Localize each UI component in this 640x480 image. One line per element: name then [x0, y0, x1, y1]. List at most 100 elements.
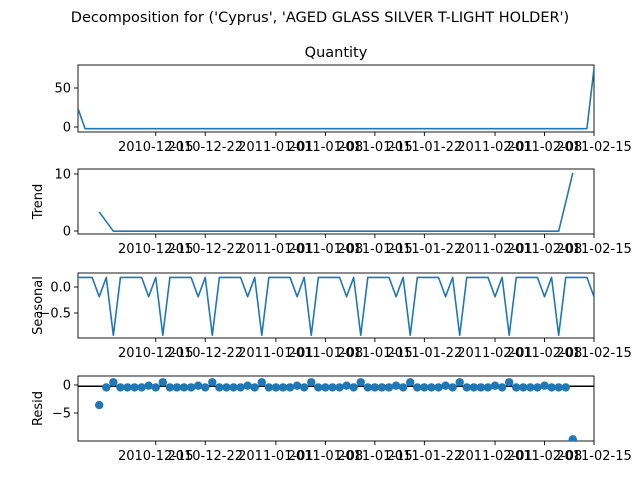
x-tick-label: 2011-01-22: [387, 140, 463, 155]
x-tick-label: 2011-02-15: [556, 242, 632, 257]
y-tick-label: 50: [54, 82, 71, 97]
axes-frame: [77, 375, 595, 442]
resid-point: [561, 383, 570, 392]
y-tick-label: 0: [63, 225, 71, 240]
resid-point: [172, 383, 182, 392]
axes-frame: [77, 168, 595, 235]
panel-trend: Trend0102010-12-152010-12-222011-01-0120…: [31, 168, 632, 258]
x-tick-label: 2011-01-22: [387, 242, 463, 257]
resid-point: [116, 383, 125, 392]
resid-point: [208, 378, 217, 387]
x-tick-label: 2010-12-15: [118, 140, 194, 155]
resid-point: [391, 381, 401, 390]
resid-point: [102, 383, 111, 392]
resid-point: [328, 383, 337, 392]
resid-point: [201, 383, 210, 392]
series-line-trend: [98, 172, 574, 232]
axes-frame: [77, 64, 595, 133]
resid-point: [109, 378, 118, 387]
resid-point: [533, 383, 542, 392]
resid-point: [137, 383, 146, 392]
y-axis-label: Seasonal: [31, 276, 46, 335]
x-tick-label: 2011-02-01: [457, 346, 533, 361]
resid-point: [243, 381, 252, 390]
resid-point: [398, 383, 408, 392]
resid-point: [349, 383, 358, 392]
resid-point: [540, 381, 549, 390]
resid-point: [123, 383, 132, 392]
y-axis-label: Resid: [31, 391, 46, 426]
resid-point: [321, 383, 330, 392]
x-tick-label: 2011-02-08: [507, 346, 583, 361]
resid-point: [236, 383, 245, 392]
resid-point: [158, 378, 168, 387]
resid-point: [229, 383, 238, 392]
resid-point: [144, 381, 153, 390]
x-tick-label: 2011-01-08: [288, 449, 364, 464]
series-line-observed: [78, 68, 594, 130]
resid-point: [342, 381, 351, 390]
y-tick-label: 0: [63, 121, 71, 136]
resid-point: [165, 383, 175, 392]
resid-point: [151, 383, 160, 392]
resid-point: [271, 383, 281, 392]
resid-point: [547, 383, 556, 392]
resid-point: [526, 383, 535, 392]
x-tick-label: 2011-02-15: [556, 449, 632, 464]
x-tick-label: 2011-02-15: [556, 140, 632, 155]
x-tick-label: 2011-01-01: [238, 346, 314, 361]
y-axis-label: Trend: [31, 184, 46, 221]
panels-group: Quantity0502010-12-152010-12-222011-01-0…: [31, 45, 632, 464]
resid-point: [554, 383, 563, 392]
x-tick-label: 2011-01-08: [288, 242, 364, 257]
resid-point: [130, 383, 139, 392]
y-tick-label: −5: [52, 407, 71, 422]
x-tick-label: 2010-12-22: [167, 140, 243, 155]
resid-point: [285, 383, 295, 392]
resid-point: [370, 383, 380, 392]
resid-point: [504, 378, 514, 387]
x-tick-label: 2011-01-08: [288, 140, 364, 155]
resid-point: [483, 383, 493, 392]
x-tick-label: 2011-01-22: [387, 346, 463, 361]
x-tick-label: 2010-12-22: [167, 449, 243, 464]
resid-point: [335, 383, 344, 392]
x-tick-label: 2011-01-22: [387, 449, 463, 464]
y-tick-label: 10: [54, 168, 71, 183]
resid-point: [264, 383, 274, 392]
x-tick-label: 2011-02-08: [507, 449, 583, 464]
x-tick-label: 2011-02-01: [457, 449, 533, 464]
x-tick-label: 2011-01-15: [337, 242, 413, 257]
x-tick-label: 2011-02-15: [556, 346, 632, 361]
resid-point: [363, 383, 373, 392]
resid-point: [314, 383, 323, 392]
panel-resid: Resid0−52010-12-152010-12-222011-01-0120…: [31, 375, 632, 464]
resid-point: [299, 383, 309, 392]
resid-point: [250, 383, 259, 392]
resid-point: [356, 378, 365, 387]
x-tick-label: 2011-01-01: [238, 242, 314, 257]
resid-point: [441, 381, 450, 390]
resid-point: [292, 381, 302, 390]
axes-frame: [77, 272, 595, 339]
x-tick-label: 2011-01-01: [238, 449, 314, 464]
x-tick-label: 2011-01-15: [337, 346, 413, 361]
x-tick-label: 2010-12-15: [118, 346, 194, 361]
resid-point: [512, 383, 521, 392]
x-tick-label: 2011-02-08: [507, 242, 583, 257]
resid-point: [462, 383, 471, 392]
resid-point: [186, 383, 196, 392]
x-tick-label: 2010-12-15: [118, 449, 194, 464]
resid-point: [469, 383, 479, 392]
x-tick-label: 2011-01-15: [337, 140, 413, 155]
resid-point: [222, 383, 231, 392]
resid-point: [257, 378, 266, 387]
y-tick-label: −0.5: [39, 307, 71, 322]
resid-point: [476, 383, 486, 392]
x-tick-label: 2011-01-08: [288, 346, 364, 361]
resid-point: [215, 383, 224, 392]
y-tick-label: 0: [63, 379, 71, 394]
x-tick-label: 2011-01-15: [337, 449, 413, 464]
resid-point: [427, 383, 436, 392]
